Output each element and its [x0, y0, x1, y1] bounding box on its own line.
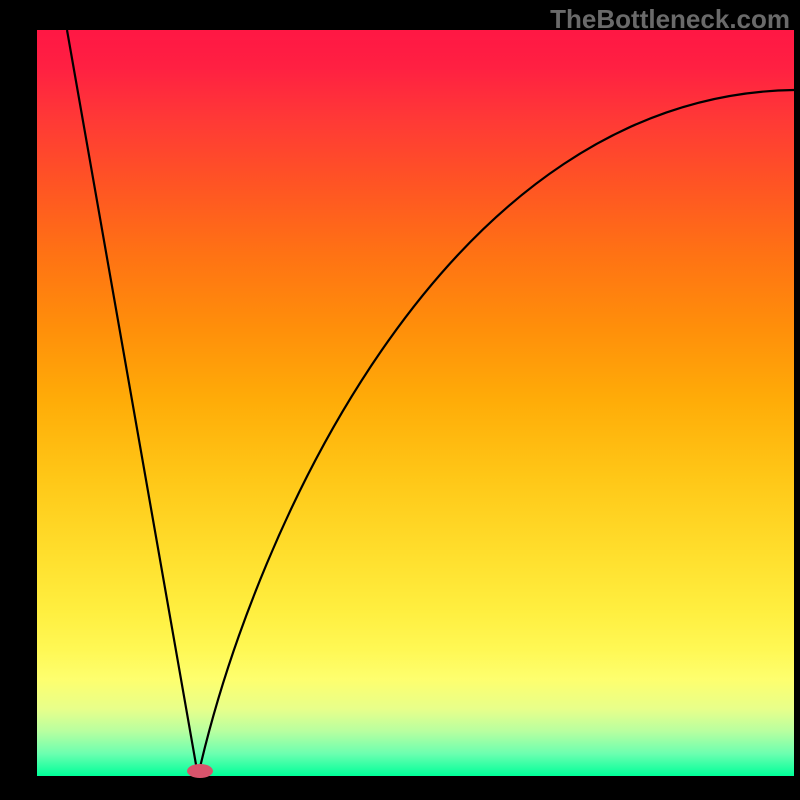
chart-container: { "watermark": { "text": "TheBottleneck.…	[0, 0, 800, 800]
watermark-text: TheBottleneck.com	[550, 4, 790, 35]
optimal-marker	[187, 764, 213, 778]
bottleneck-chart	[0, 0, 800, 800]
plot-area	[37, 30, 794, 776]
